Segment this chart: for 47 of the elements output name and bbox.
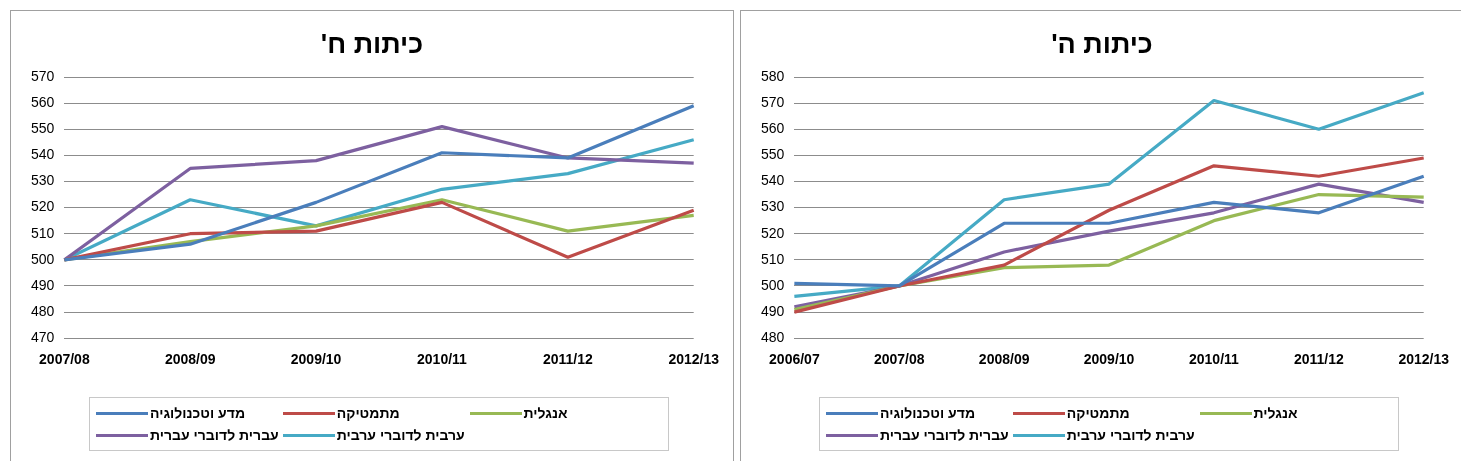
y-tick-label: 520 [31, 198, 55, 215]
x-tick-label: 2007/08 [39, 351, 90, 368]
y-tick-label: 510 [31, 224, 55, 241]
x-tick-label: 2009/10 [290, 351, 342, 368]
x-tick-label: 2012/13 [668, 351, 720, 368]
legend-label: מדע וטכנולוגיה [150, 405, 246, 421]
y-tick-label: 480 [761, 329, 785, 346]
legend-label: אנגלית [1253, 405, 1298, 421]
x-tick-label: 2009/10 [1083, 351, 1135, 368]
y-tick-label: 490 [761, 302, 785, 319]
legend-label: ערבית לדוברי ערבית [1066, 427, 1195, 443]
y-tick-label: 500 [31, 250, 55, 267]
legend-label: ערבית לדוברי ערבית [336, 427, 465, 443]
y-tick-label: 510 [761, 250, 785, 267]
y-tick-label: 550 [31, 120, 55, 137]
y-tick-label: 580 [761, 67, 785, 84]
y-tick-label: 540 [31, 146, 55, 163]
y-tick-label: 530 [31, 172, 55, 189]
x-tick-label: 2012/13 [1398, 351, 1450, 368]
x-tick-label: 2006/07 [769, 351, 820, 368]
chart-title: כיתות ה' [1050, 29, 1154, 60]
y-tick-label: 530 [761, 198, 785, 215]
x-tick-label: 2010/11 [1189, 351, 1240, 368]
y-tick-label: 560 [31, 93, 55, 110]
y-tick-label: 470 [31, 329, 55, 346]
y-tick-label: 570 [761, 93, 785, 110]
y-tick-label: 520 [761, 224, 785, 241]
legend-label: מתמטיקה [336, 405, 400, 421]
x-tick-label: 2007/08 [873, 351, 925, 368]
y-tick-label: 500 [761, 276, 785, 293]
x-tick-label: 2008/09 [164, 351, 216, 368]
x-tick-label: 2011/12 [1293, 351, 1344, 368]
legend-label: מתמטיקה [1066, 405, 1130, 421]
legend-label: אנגלית [523, 405, 568, 421]
y-tick-label: 540 [761, 172, 785, 189]
y-tick-label: 490 [31, 276, 55, 293]
legend-label: עברית לדוברי עברית [880, 427, 1009, 443]
y-tick-label: 570 [31, 67, 55, 84]
y-tick-label: 550 [761, 146, 785, 163]
legend-label: עברית לדוברי עברית [150, 427, 279, 443]
x-tick-label: 2010/11 [417, 351, 468, 368]
y-tick-label: 560 [761, 120, 785, 137]
chart-title: כיתות ח' [319, 29, 425, 60]
legend-label: מדע וטכנולוגיה [880, 405, 976, 421]
x-tick-label: 2008/09 [978, 351, 1030, 368]
y-tick-label: 480 [31, 302, 55, 319]
x-tick-label: 2011/12 [542, 351, 593, 368]
